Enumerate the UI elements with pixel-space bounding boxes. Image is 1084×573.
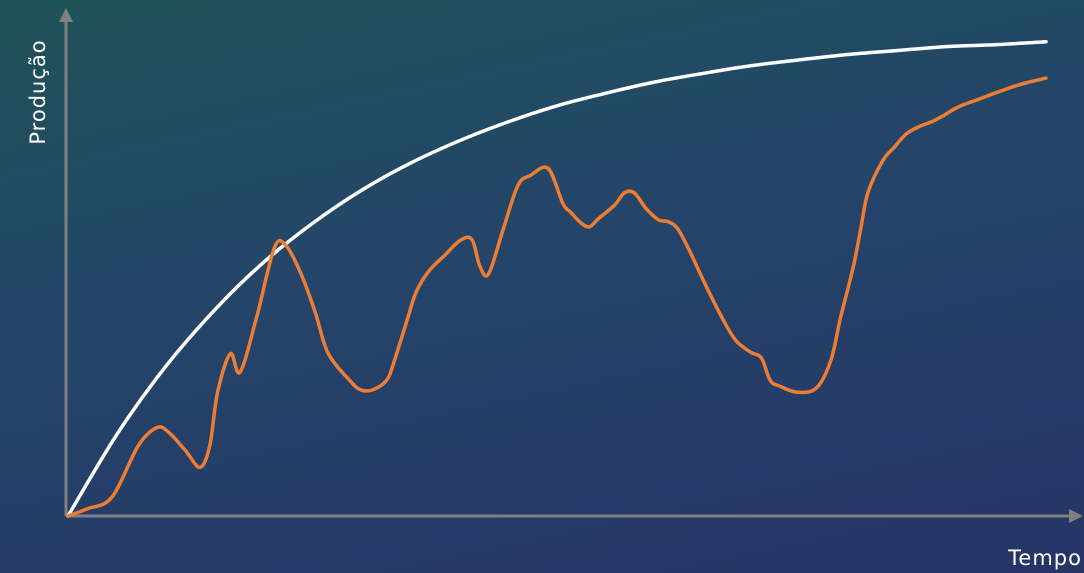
series-line-actual-curve: [66, 76, 1048, 518]
y-axis-arrowhead: [59, 8, 73, 22]
series-line-ideal-curve: [66, 39, 1048, 518]
x-axis: [66, 509, 1083, 523]
y-axis-label: Produção: [26, 39, 50, 144]
y-axis: [59, 8, 73, 516]
x-axis-label: Tempo: [1007, 546, 1082, 570]
x-axis-arrowhead: [1069, 509, 1083, 523]
